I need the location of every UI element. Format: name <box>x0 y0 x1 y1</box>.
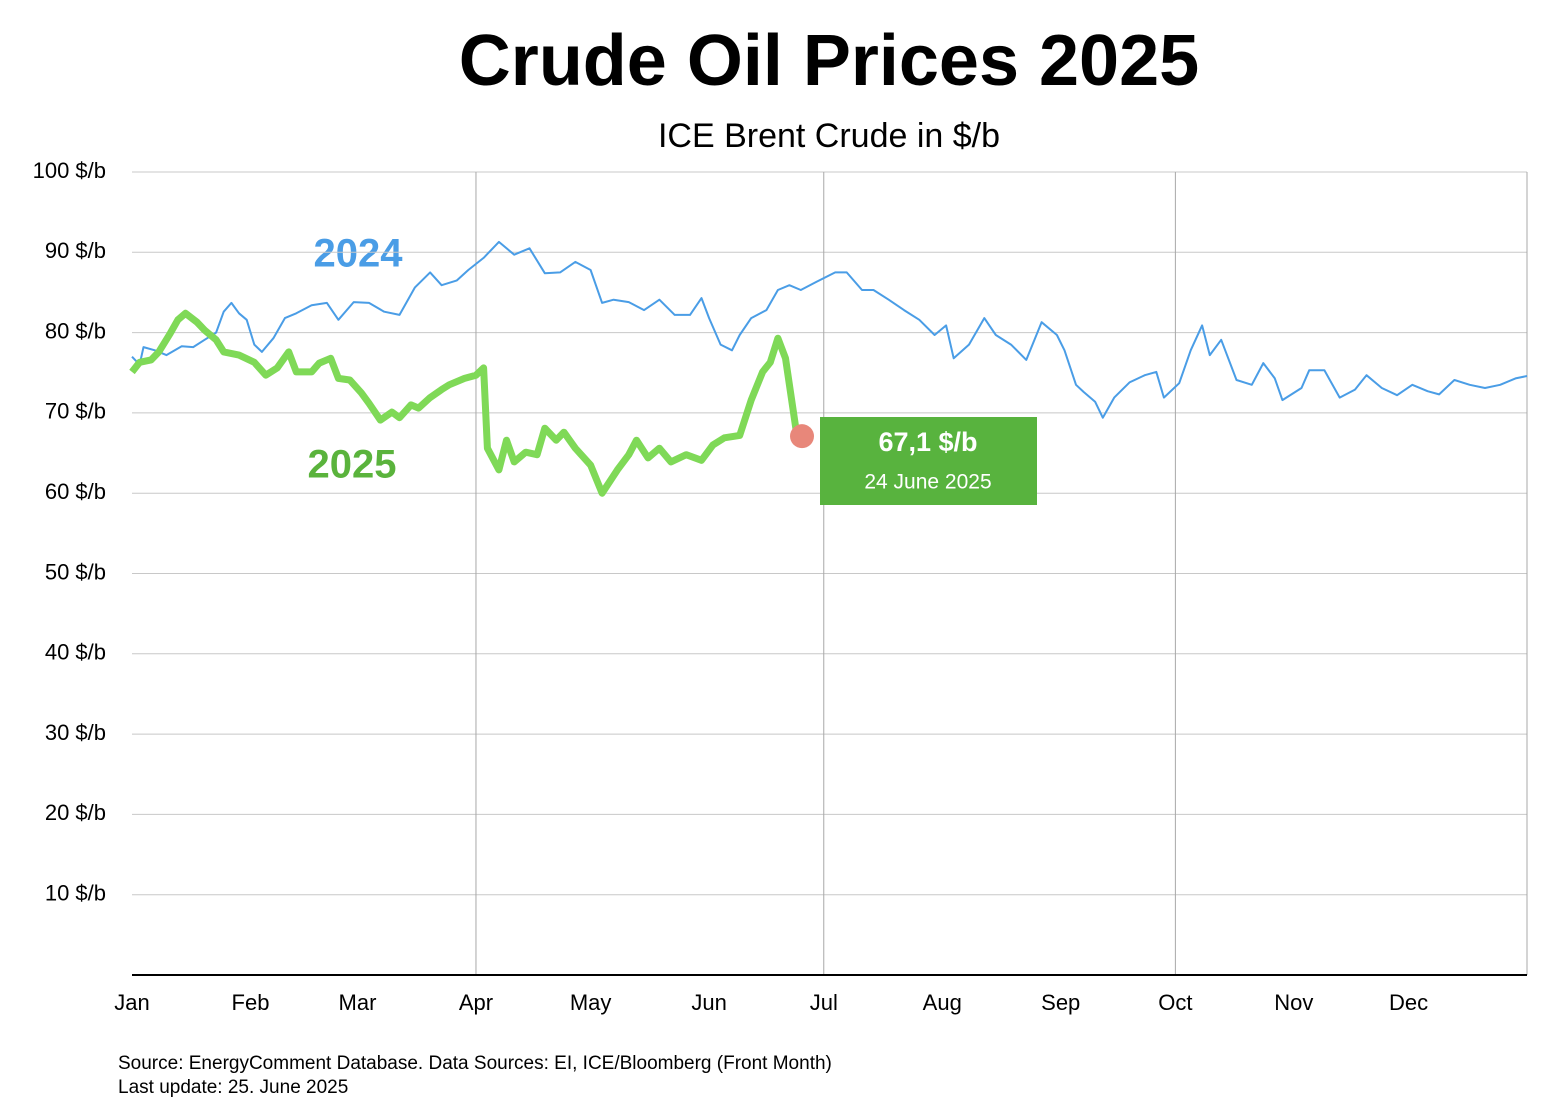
x-tick-label: Feb <box>232 990 270 1015</box>
x-tick-label: Apr <box>459 990 493 1015</box>
x-tick-label: Jan <box>114 990 149 1015</box>
y-tick-label: 80 $/b <box>45 318 106 343</box>
chart-subtitle: ICE Brent Crude in $/b <box>658 117 1000 155</box>
x-tick-label: Aug <box>923 990 962 1015</box>
x-tick-label: Oct <box>1158 990 1192 1015</box>
y-tick-label: 40 $/b <box>45 640 106 665</box>
x-tick-label: Dec <box>1389 990 1428 1015</box>
y-tick-label: 90 $/b <box>45 238 106 263</box>
x-tick-label: Jun <box>691 990 726 1015</box>
y-tick-label: 30 $/b <box>45 720 106 745</box>
series-label: 2024 <box>314 232 404 276</box>
x-tick-label: May <box>570 990 612 1015</box>
annotation-box <box>820 417 1037 505</box>
chart-title: Crude Oil Prices 2025 <box>459 21 1199 101</box>
series-line <box>131 240 1528 419</box>
x-tick-label: Nov <box>1274 990 1313 1015</box>
source-note: Source: EnergyComment Database. Data Sou… <box>118 1053 832 1074</box>
y-tick-label: 100 $/b <box>33 158 106 183</box>
annotation-value: 67,1 $/b <box>878 427 977 457</box>
y-tick-label: 60 $/b <box>45 479 106 504</box>
x-tick-label: Mar <box>339 990 377 1015</box>
series-label: 2025 <box>308 443 397 487</box>
y-tick-label: 50 $/b <box>45 559 106 584</box>
x-tick-label: Sep <box>1041 990 1080 1015</box>
x-tick-label: Jul <box>810 990 838 1015</box>
last-point <box>790 424 815 449</box>
y-tick-label: 20 $/b <box>45 800 106 825</box>
annotation-date: 24 June 2025 <box>864 471 991 494</box>
series-line <box>129 309 801 497</box>
update-note: Last update: 25. June 2025 <box>118 1077 348 1098</box>
y-tick-label: 10 $/b <box>45 881 106 906</box>
y-tick-label: 70 $/b <box>45 399 106 424</box>
